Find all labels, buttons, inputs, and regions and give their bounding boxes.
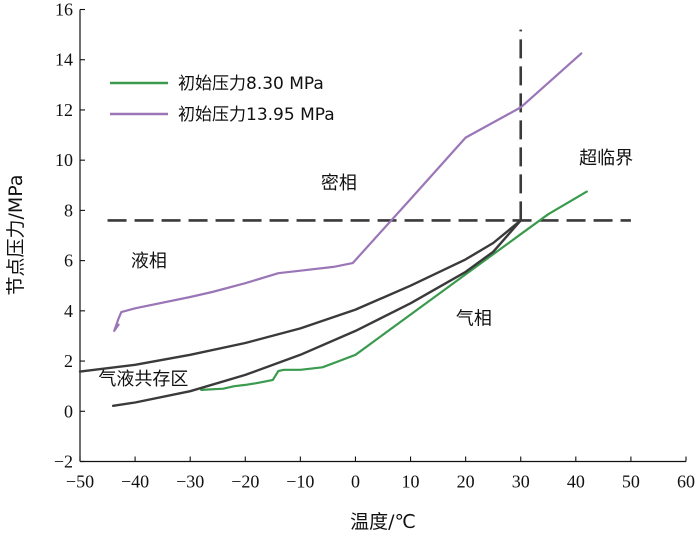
- phase-boundary-line-2: [111, 219, 522, 407]
- region-label: 气液共存区: [98, 369, 188, 390]
- region-label: 密相: [321, 173, 357, 194]
- x-axis-title: 温度/℃: [350, 511, 416, 533]
- x-tick-label: 10: [402, 472, 420, 492]
- legend: 初始压力8.30 MPa 初始压力13.95 MPa: [110, 74, 335, 125]
- y-axis-title: 节点压力/MPa: [5, 174, 27, 295]
- x-tick-label: 20: [457, 472, 475, 492]
- legend-label: 初始压力8.30 MPa: [178, 74, 324, 94]
- y-tick-label: 2: [64, 351, 73, 371]
- x-tick-label: 50: [622, 472, 640, 492]
- x-tick-label: 30: [512, 472, 530, 492]
- y-tick-label: 0: [64, 401, 73, 421]
- phase-boundary-line-1: [78, 219, 522, 373]
- y-tick-label: 12: [55, 100, 73, 120]
- y-tick-label: 16: [55, 0, 73, 20]
- region-label: 超临界: [579, 148, 633, 169]
- y-tick-label: −2: [54, 452, 73, 472]
- x-tick-label: −20: [231, 472, 259, 492]
- y-tick-label: 4: [64, 301, 73, 321]
- y-tick-label: 14: [55, 50, 73, 70]
- y-tick-label: 10: [55, 150, 73, 170]
- region-label: 液相: [131, 251, 167, 272]
- x-tick-label: −30: [176, 472, 204, 492]
- legend-label: 初始压力13.95 MPa: [178, 105, 335, 125]
- x-tick-label: 40: [567, 472, 585, 492]
- x-tick-label: −50: [66, 472, 94, 492]
- series-line-1: [200, 190, 588, 391]
- ticks: −50 −40 −30 −20 −10 0 10 20 30 40 50 60−20246810121…: [54, 0, 695, 492]
- x-tick-label: 60: [677, 472, 695, 492]
- series-lines: [78, 29, 631, 407]
- region-label: 气相: [456, 309, 492, 330]
- series-line-2: [113, 52, 583, 332]
- axes: [79, 9, 686, 463]
- y-tick-label: 6: [64, 251, 73, 271]
- x-tick-label: 0: [351, 472, 360, 492]
- y-tick-label: 8: [64, 200, 73, 220]
- x-tick-label: −40: [121, 472, 149, 492]
- x-tick-label: −10: [286, 472, 314, 492]
